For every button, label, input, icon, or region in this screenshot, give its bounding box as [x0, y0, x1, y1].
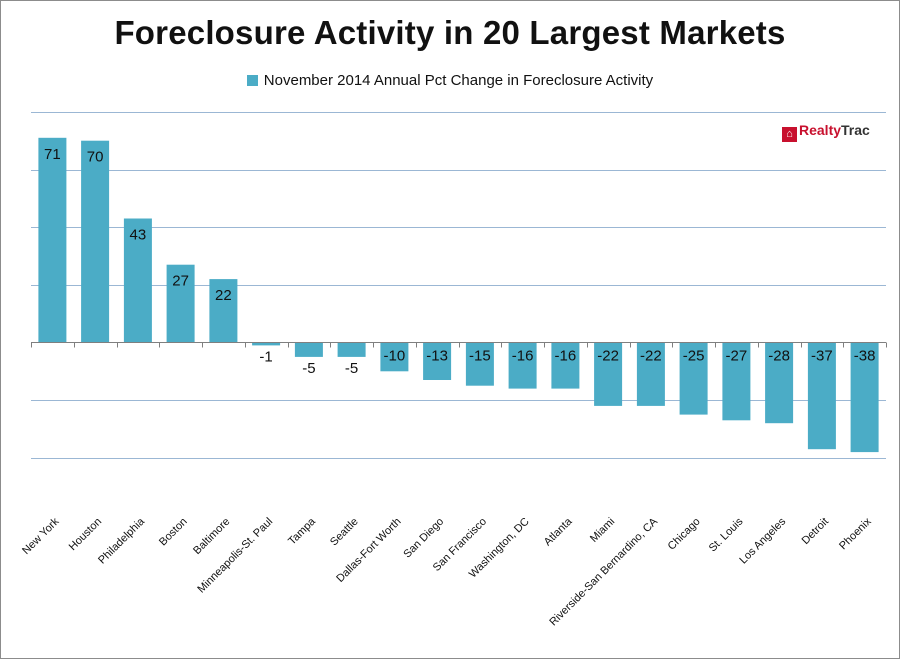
data-label: -5 [345, 360, 358, 377]
bar [850, 342, 879, 453]
chart-legend: November 2014 Annual Pct Change in Forec… [0, 72, 900, 89]
category-label: Philadelphia [96, 515, 147, 566]
data-label: 71 [44, 146, 61, 163]
data-label: 27 [172, 273, 189, 290]
bar [765, 342, 794, 424]
data-label: -28 [768, 348, 790, 365]
realtytrac-logo: ⌂ RealtyTrac [782, 122, 870, 142]
data-label: -37 [811, 348, 833, 365]
bar [722, 342, 751, 421]
category-label: New York [20, 515, 62, 557]
chart-title: Foreclosure Activity in 20 Largest Marke… [114, 14, 786, 51]
data-label: -16 [555, 348, 577, 365]
data-label: -22 [597, 348, 619, 365]
category-label: Houston [67, 516, 104, 553]
data-label: -10 [384, 348, 406, 365]
data-label: -1 [259, 348, 272, 365]
category-label: Los Angeles [737, 515, 788, 566]
data-label: 70 [87, 149, 104, 166]
bar [209, 279, 238, 343]
bar [508, 342, 537, 389]
data-label: -27 [726, 348, 748, 365]
category-label: St. Louis [707, 515, 746, 554]
category-label: Atlanta [542, 515, 575, 548]
category-label: Minneapolis-St. Paul [195, 516, 275, 596]
category-label: Baltimore [191, 516, 232, 557]
bar [252, 342, 281, 346]
category-label: San Diego [401, 516, 446, 561]
bar [551, 342, 580, 389]
category-label: Chicago [666, 516, 703, 553]
category-label: Miami [588, 516, 617, 545]
category-label: Seattle [328, 516, 361, 549]
bar [166, 264, 195, 343]
bar [807, 342, 836, 450]
data-label: 43 [130, 227, 147, 244]
bar [337, 342, 366, 357]
legend-label: November 2014 Annual Pct Change in Forec… [263, 72, 654, 89]
bar [380, 342, 409, 372]
bar [81, 140, 110, 343]
bar [679, 342, 708, 415]
data-label: -5 [302, 360, 315, 377]
legend-swatch [246, 75, 258, 86]
logo-text: RealtyTrac [799, 122, 870, 138]
data-label: 22 [215, 287, 232, 304]
category-label: Tampa [286, 515, 318, 547]
data-label: -22 [640, 348, 662, 365]
data-label: -16 [512, 348, 534, 365]
bar [594, 342, 623, 406]
category-label: Boston [157, 516, 190, 549]
bar [423, 342, 452, 380]
data-label: -13 [426, 348, 448, 365]
data-label: -25 [683, 348, 705, 365]
data-label: -38 [854, 348, 876, 365]
bar [294, 342, 323, 357]
house-icon: ⌂ [782, 127, 797, 142]
bar [123, 218, 152, 343]
data-label: -15 [469, 348, 491, 365]
category-label: Phoenix [837, 515, 874, 552]
category-label: Detroit [800, 516, 831, 547]
bar [465, 342, 494, 386]
bar [38, 137, 67, 343]
bar [636, 342, 665, 406]
